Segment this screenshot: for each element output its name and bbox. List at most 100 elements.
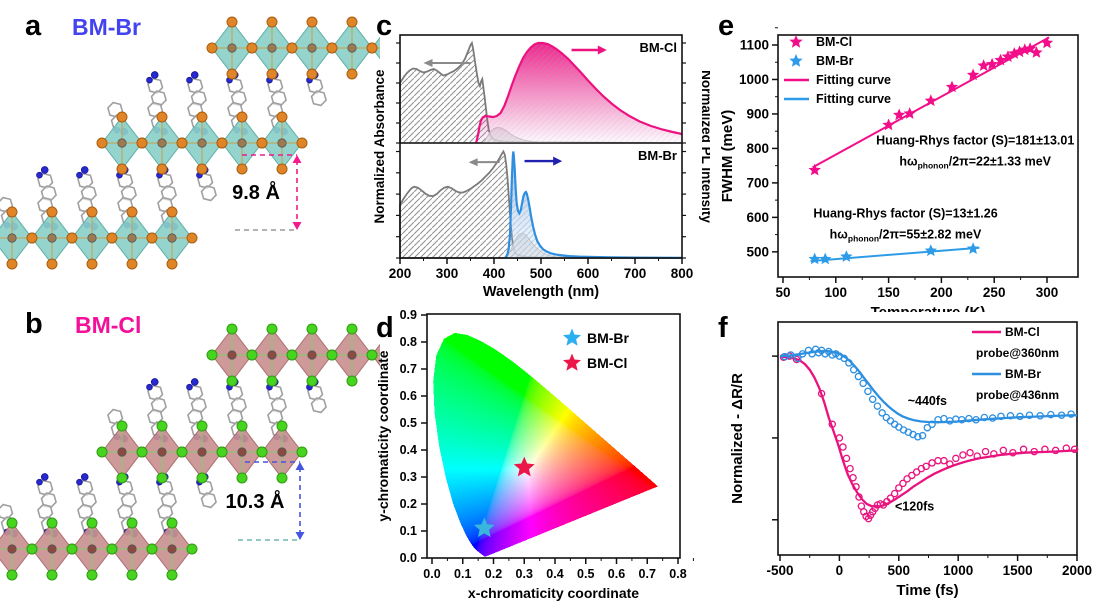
- panel-c-spectra: BM-Cl BM-Br 200 300 400 500 600 700 800 Wavelengt…: [372, 0, 710, 301]
- halide-atom: [366, 42, 378, 54]
- legend-label: probe@436nm: [976, 388, 1059, 402]
- y-tick-label: 0.3: [400, 470, 417, 484]
- data-star: [1030, 46, 1043, 58]
- nitrogen-atom: [146, 383, 153, 391]
- fit-curve: [779, 349, 1078, 424]
- halide-atom: [176, 446, 188, 458]
- scatter-point: [966, 448, 974, 457]
- halide-atom: [306, 323, 318, 335]
- halide-atom: [66, 232, 78, 244]
- halide-atom: [306, 16, 318, 28]
- data-star: [819, 252, 832, 265]
- legend-label: Fitting curve: [816, 92, 891, 106]
- scatter-point: [952, 454, 960, 463]
- halide-atom: [346, 16, 358, 28]
- benzene-ring: [200, 492, 217, 509]
- y-tick-label: 0.6: [400, 389, 417, 403]
- metal-atom: [117, 138, 127, 148]
- y-axis-label: FWHM (meV): [719, 110, 736, 203]
- metal-atom: [307, 43, 317, 53]
- metal-atom: [267, 350, 277, 360]
- halide-atom: [286, 42, 298, 54]
- halide-atom: [196, 111, 208, 123]
- y-axis-label-right: Normalized PL Intensity: [699, 70, 710, 223]
- transient-plot: -500 0 500 1000 1500 2000 Time (fs) Normalized …: [729, 321, 1092, 599]
- scatter-point: [958, 415, 966, 424]
- y-tick-label: 0.7: [400, 362, 417, 376]
- halide-atom: [126, 206, 138, 218]
- x-tick-label: 0.5: [577, 567, 594, 581]
- arrowhead-down: [292, 222, 302, 230]
- halide-atom: [366, 349, 378, 361]
- halide-atom: [326, 42, 338, 54]
- halide-atom: [106, 543, 118, 555]
- halide-atom: [126, 517, 138, 529]
- nitrogen-atom: [80, 473, 89, 481]
- scatter-point: [903, 475, 911, 483]
- data-star: [977, 59, 990, 71]
- halide-atom: [266, 68, 278, 80]
- nitrogen-atom: [190, 71, 199, 79]
- halide-atom: [236, 472, 248, 484]
- halide-atom: [46, 258, 58, 270]
- x-axis-label: Wavelength (nm): [483, 284, 599, 300]
- panel-letter-a: a: [25, 10, 42, 42]
- metal-atom: [47, 233, 57, 243]
- halide-atom: [326, 349, 338, 361]
- pl-curve: [504, 151, 683, 259]
- halide-atom: [346, 68, 358, 80]
- benzene-ring: [200, 185, 217, 202]
- halide-atom: [146, 543, 158, 555]
- metal-atom: [47, 544, 57, 554]
- organic-molecule: [306, 71, 327, 107]
- fit-line: [812, 36, 1050, 169]
- halide-atom: [166, 517, 178, 529]
- halide-atom: [236, 420, 248, 432]
- halide-atom: [26, 543, 38, 555]
- halide-atom: [146, 232, 158, 244]
- halide-atom: [276, 163, 288, 175]
- y-tick-label: 0.4: [400, 443, 417, 457]
- scatter-point: [1047, 410, 1055, 419]
- legend-label: BM-Br: [1005, 367, 1041, 381]
- halide-atom: [226, 323, 238, 335]
- chromaticity-plot: 0.0 0.1 0.2 0.3 0.4 0.5 0.6 0.7 0.8 0.0 0.1 0.2 0.3 0…: [375, 308, 694, 601]
- subplot-label: BM-Br: [638, 148, 677, 163]
- x-axis-label: x-chromaticity coordinate: [468, 585, 639, 601]
- halide-atom: [156, 420, 168, 432]
- nitrogen-atom: [150, 71, 159, 79]
- legend-label: Fitting curve: [816, 73, 891, 87]
- metal-atom: [307, 350, 317, 360]
- halide-atom: [116, 111, 128, 123]
- scatter-point: [1067, 410, 1075, 418]
- x-tick-label: 1500: [1003, 563, 1033, 578]
- legend-star-icon: [563, 353, 581, 371]
- halide-atom: [226, 375, 238, 387]
- metal-atom: [277, 138, 287, 148]
- halide-atom: [156, 472, 168, 484]
- panel-a-crystal-structure-bm-br: 9.8 Å a BM-Br: [0, 0, 380, 300]
- x-tick-label: 2000: [1062, 563, 1092, 578]
- halide-atom: [6, 206, 18, 218]
- scatter-point: [886, 417, 895, 425]
- arrowhead-up: [292, 155, 302, 163]
- y-tick-label: 700: [746, 175, 769, 190]
- huang-rhys-annotation: Huang-Rhys factor (S)=181±13.01: [876, 133, 1074, 147]
- halide-atom: [166, 569, 178, 581]
- scatter-point: [859, 379, 867, 388]
- cie-point-star-bm-cl: [513, 456, 535, 477]
- y-tick-label: 0.9: [400, 308, 417, 322]
- halide-atom: [66, 543, 78, 555]
- halide-atom: [216, 446, 228, 458]
- halide-atom: [6, 517, 18, 529]
- structure-group: [0, 16, 380, 270]
- nitrogen-atom: [36, 478, 43, 486]
- scatter-point: [981, 447, 990, 456]
- panel-b-crystal-structure-bm-cl: 10.3 Å b BM-Cl: [0, 300, 380, 606]
- x-tick-label: 500: [530, 266, 553, 281]
- halide-atom: [246, 42, 258, 54]
- spectra-plot: BM-Cl BM-Br 200 300 400 500 600 700 800 Wavelengt…: [372, 34, 710, 300]
- metal-atom: [197, 138, 207, 148]
- x-tick-label: 500: [888, 563, 911, 578]
